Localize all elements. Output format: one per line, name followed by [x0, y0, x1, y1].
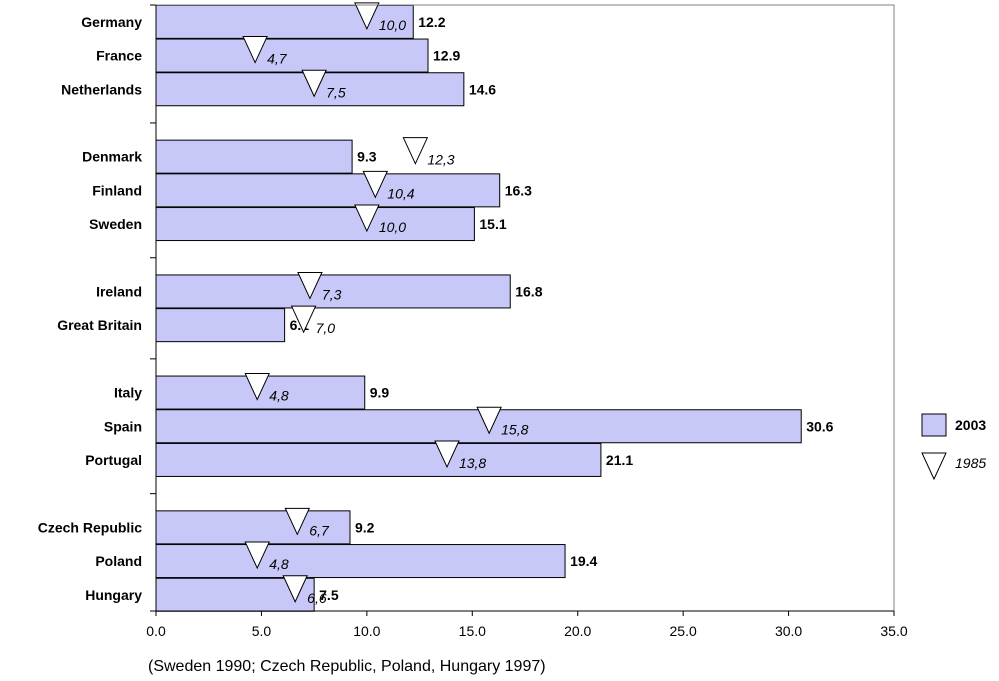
bar-2003-france — [155, 38, 429, 73]
marker-1985-france — [242, 36, 268, 64]
marker-1985-germany — [354, 2, 380, 31]
marker-1985-sweden — [354, 204, 380, 233]
marker-1985-denmark — [402, 137, 429, 165]
x-tick-label-1: 5.0 — [252, 623, 272, 639]
bar-value-label-portugal: 21.1 — [606, 452, 633, 468]
bar-value-label-finland: 16.3 — [505, 182, 532, 198]
bar-2003-denmark — [155, 139, 353, 174]
bar-value-label-italy: 9.9 — [370, 385, 390, 401]
marker-value-label-germany: 10,0 — [379, 17, 406, 33]
bars-layer — [155, 4, 802, 612]
bar-2003-ireland — [155, 274, 511, 309]
legend-label-1985: 1985 — [955, 455, 986, 471]
bar-value-label-denmark: 9.3 — [357, 149, 377, 165]
category-label-germany: Germany — [81, 14, 142, 30]
bar-value-label-poland: 19.4 — [570, 553, 597, 569]
category-label-france: France — [96, 48, 142, 64]
marker-value-label-netherlands: 7,5 — [326, 84, 346, 100]
marker-1985-great-britain — [290, 305, 317, 334]
marker-1985-hungary — [282, 575, 308, 603]
bar-2003-czech-republic — [155, 510, 351, 545]
category-label-great-britain: Great Britain — [57, 317, 142, 333]
marker-1985-portugal — [434, 440, 460, 469]
category-label-czech-republic: Czech Republic — [38, 519, 142, 535]
marker-value-label-portugal: 13,8 — [459, 455, 486, 471]
x-tick-label-3: 15.0 — [459, 623, 486, 639]
bar-value-label-france: 12.9 — [433, 48, 460, 64]
x-tick-label-4: 20.0 — [564, 623, 591, 639]
category-label-portugal: Portugal — [85, 452, 142, 468]
category-label-denmark: Denmark — [82, 149, 142, 165]
x-tick-label-5: 25.0 — [670, 623, 697, 639]
marker-value-label-sweden: 10,0 — [379, 219, 406, 235]
marker-value-label-czech-republic: 6,7 — [309, 522, 330, 538]
bar-2003-sweden — [155, 207, 475, 242]
category-label-spain: Spain — [104, 418, 142, 434]
category-label-netherlands: Netherlands — [61, 81, 142, 97]
bar-value-label-hungary: 7.5 — [319, 587, 339, 603]
bar-value-label-germany: 12.2 — [418, 14, 445, 30]
marker-value-label-poland: 4,8 — [269, 556, 289, 572]
category-label-finland: Finland — [92, 182, 142, 198]
category-label-ireland: Ireland — [96, 283, 142, 299]
x-tick-label-0: 0.0 — [146, 623, 166, 639]
bar-2003-great-britain — [155, 308, 286, 343]
x-tick-label-6: 30.0 — [775, 623, 802, 639]
bar-value-label-sweden: 15.1 — [479, 216, 506, 232]
bar-2003-spain — [155, 409, 802, 444]
x-tick-label-2: 10.0 — [353, 623, 380, 639]
x-axis: 0.0 5.0 10.0 15.0 20.0 25.0 30.0 35.0 — [146, 4, 908, 639]
marker-value-label-italy: 4,8 — [269, 388, 289, 404]
bar-value-label-ireland: 16.8 — [515, 283, 542, 299]
category-label-hungary: Hungary — [85, 587, 142, 603]
marker-value-label-ireland: 7,3 — [322, 286, 342, 302]
marker-1985-finland — [362, 170, 389, 199]
marker-value-label-denmark: 12,3 — [427, 152, 454, 168]
category-label-sweden: Sweden — [89, 216, 142, 232]
legend-swatch-2003 — [921, 413, 947, 437]
bar-value-label-spain: 30.6 — [806, 418, 833, 434]
marker-1985-spain — [476, 406, 502, 435]
marker-1985-poland — [244, 541, 270, 570]
footnote: (Sweden 1990; Czech Republic, Poland, Hu… — [148, 658, 546, 675]
legend: 2003 1985 — [921, 413, 986, 481]
bar-value-label-netherlands: 14.6 — [469, 81, 496, 97]
marker-value-label-great-britain: 7,0 — [316, 320, 336, 336]
category-label-italy: Italy — [114, 385, 142, 401]
bar-2003-poland — [155, 544, 566, 579]
marker-value-label-hungary: 6,6 — [307, 590, 327, 606]
bar-2003-portugal — [155, 442, 602, 477]
marker-1985-ireland — [297, 271, 323, 300]
marker-1985-italy — [244, 373, 270, 401]
marker-1985-czech-republic — [284, 507, 311, 536]
marker-value-label-finland: 10,4 — [387, 185, 414, 201]
marker-value-label-spain: 15,8 — [501, 421, 528, 437]
marker-value-label-france: 4,7 — [267, 51, 288, 67]
legend-label-2003: 2003 — [955, 417, 986, 433]
marker-1985-netherlands — [301, 69, 327, 98]
labels-layer: Germany 12.2 10,0 France 12.9 4,7 Netherlands 1… — [38, 2, 834, 606]
category-label-poland: Poland — [95, 553, 142, 569]
bar-2003-finland — [155, 173, 501, 208]
bar-value-label-czech-republic: 9.2 — [355, 519, 375, 535]
legend-marker-1985 — [921, 452, 947, 481]
x-tick-label-7: 35.0 — [880, 623, 907, 639]
